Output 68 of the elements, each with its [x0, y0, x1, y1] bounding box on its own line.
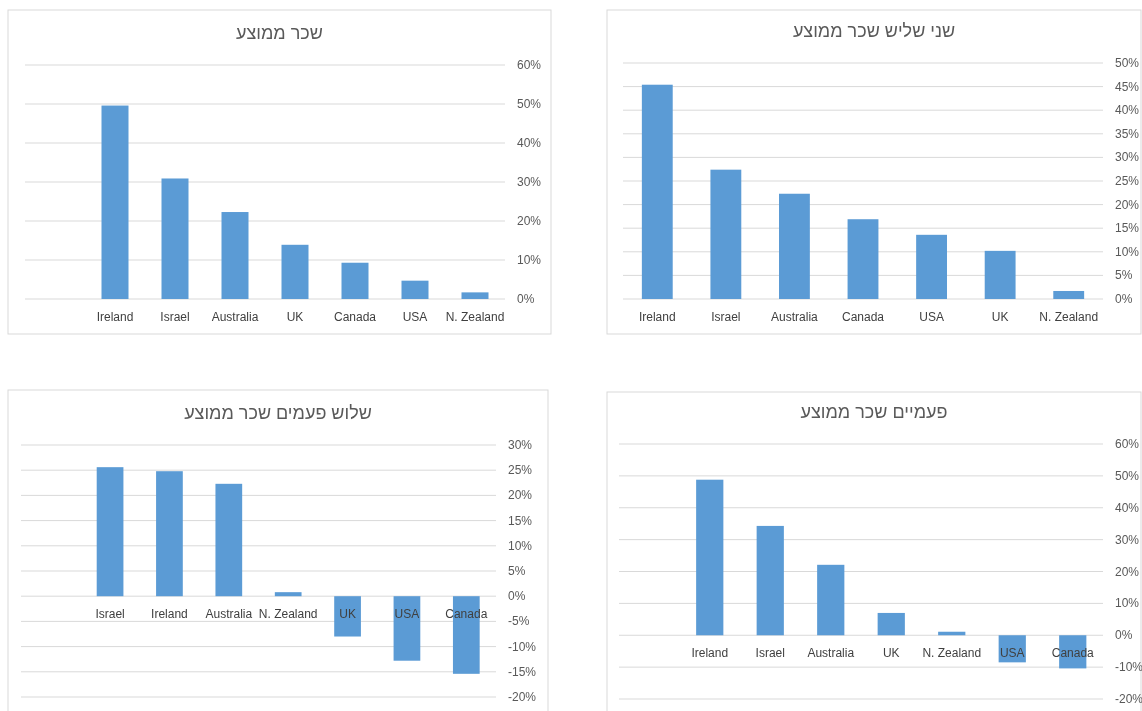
x-tick-label: USA	[394, 607, 420, 622]
x-tick-label: Israel	[95, 607, 125, 622]
y-tick-label: -15%	[508, 664, 537, 679]
x-tick-label: Israel	[711, 310, 741, 324]
y-tick-label: 45%	[1115, 79, 1140, 94]
y-tick-label: -20%	[1115, 692, 1142, 706]
y-tick-label: 25%	[1115, 174, 1140, 188]
chart-title: פעמיים שכר ממוצע	[800, 402, 948, 422]
y-tick-label: 40%	[1115, 500, 1140, 515]
y-tick-label: 30%	[1115, 150, 1140, 165]
x-tick-label: Australia	[807, 646, 855, 661]
y-tick-label: 20%	[1115, 564, 1140, 579]
y-tick-label: 35%	[1115, 126, 1140, 141]
y-tick-label: 30%	[1115, 532, 1140, 547]
x-tick-label: N. Zealand	[445, 310, 505, 324]
x-tick-label: USA	[919, 310, 944, 324]
y-tick-label: 5%	[508, 564, 526, 578]
y-tick-label: 0%	[1115, 292, 1133, 306]
y-tick-label: 0%	[517, 292, 535, 306]
y-tick-label: 0%	[508, 589, 526, 604]
x-tick-label: N. Zealand	[922, 646, 982, 661]
x-tick-label: N. Zealand	[1039, 310, 1099, 324]
y-tick-label: -10%	[1115, 660, 1142, 675]
y-tick-label: 50%	[1115, 468, 1140, 483]
x-tick-label: Israel	[160, 310, 190, 324]
x-tick-label: N. Zealand	[258, 607, 318, 622]
x-tick-label: Australia	[211, 310, 259, 324]
y-tick-label: 5%	[1115, 268, 1133, 283]
y-tick-label: 15%	[508, 513, 533, 528]
x-tick-label: Canada	[333, 310, 377, 324]
y-tick-label: 30%	[508, 438, 533, 452]
x-tick-label: Ireland	[638, 310, 676, 324]
y-tick-label: 25%	[508, 463, 533, 478]
x-tick-label: USA	[999, 646, 1025, 661]
y-tick-label: 20%	[517, 214, 542, 228]
x-tick-label: USA	[402, 310, 428, 324]
x-tick-label: Ireland	[691, 646, 729, 661]
x-tick-label: Ireland	[151, 607, 188, 622]
y-tick-label: 30%	[517, 175, 542, 189]
y-tick-label: 10%	[508, 538, 533, 553]
y-tick-label: 10%	[1115, 244, 1140, 259]
x-tick-label: Israel	[755, 646, 785, 661]
y-tick-label: 20%	[508, 488, 533, 503]
x-tick-label: UK	[339, 607, 356, 622]
y-tick-label: 10%	[1115, 596, 1140, 611]
y-tick-label: 15%	[1115, 221, 1140, 236]
x-tick-label: UK	[991, 310, 1009, 324]
y-tick-label: 50%	[1115, 56, 1140, 70]
x-tick-label: UK	[882, 646, 900, 661]
y-tick-label: 0%	[1115, 628, 1133, 643]
x-tick-label: Australia	[205, 607, 253, 622]
x-tick-label: Ireland	[96, 310, 134, 324]
y-tick-label: 60%	[517, 58, 542, 72]
x-tick-label: Canada	[841, 310, 885, 324]
chart-title: שני שליש שכר ממוצע	[792, 21, 956, 41]
y-tick-label: 40%	[517, 136, 542, 150]
x-tick-label: UK	[286, 310, 304, 324]
y-tick-label: 40%	[1115, 103, 1140, 118]
y-tick-label: 10%	[517, 253, 542, 267]
y-tick-label: -20%	[508, 690, 537, 704]
chart-title: שלוש פעמים שכר ממוצע	[184, 403, 372, 423]
x-tick-label: Australia	[771, 310, 819, 324]
y-tick-label: 50%	[517, 97, 542, 111]
y-tick-label: 20%	[1115, 197, 1140, 212]
y-tick-label: -10%	[508, 639, 537, 654]
y-tick-label: -5%	[508, 614, 530, 629]
y-tick-label: 60%	[1115, 437, 1140, 451]
chart-title: שכר ממוצע	[236, 23, 323, 43]
